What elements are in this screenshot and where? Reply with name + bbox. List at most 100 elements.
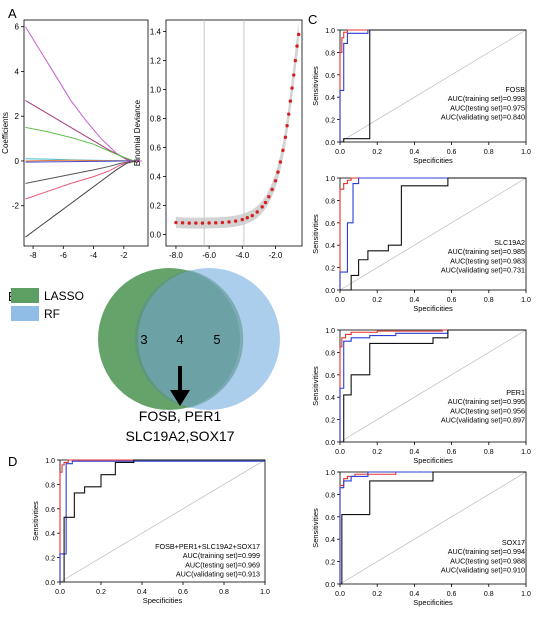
y-tick-label: 0.4 <box>45 531 55 538</box>
x-tick-label: 0.6 <box>447 591 457 598</box>
x-tick-label: -6 <box>60 251 68 260</box>
deviance-point-6 <box>214 221 218 225</box>
auc-annotation-1: AUC(training set)=0.994 <box>448 547 525 556</box>
deviance-point-5 <box>207 221 211 225</box>
y-tick-label: 0.4 <box>325 537 335 544</box>
auc-annotation-3: AUC(validating set)=0.897 <box>441 416 525 425</box>
deviance-point-21 <box>281 148 285 153</box>
deviance-point-28 <box>293 58 298 63</box>
y-tick-label: 0.2 <box>325 418 335 425</box>
reference-diagonal <box>339 29 527 143</box>
deviance-point-30 <box>296 32 301 37</box>
y-tick-label: 0 <box>15 157 20 166</box>
x-tick-label: -6.0 <box>202 251 216 260</box>
y-tick-label: 1.2 <box>150 57 162 66</box>
x-tick-label: 1.0 <box>521 297 531 304</box>
x-tick-label: 0.8 <box>484 591 494 598</box>
deviance-point-17 <box>270 187 274 192</box>
x-tick-label: 0.0 <box>55 589 65 596</box>
deviance-point-9 <box>233 219 238 223</box>
deviance-point-13 <box>255 210 259 214</box>
auc-annotation-2: AUC(testing set)=0.956 <box>450 406 525 415</box>
roc-curve-1 <box>339 177 526 290</box>
deviance-point-26 <box>290 86 294 90</box>
selected-genes: FOSB, PER1 SLC19A2,SOX17 <box>100 406 260 446</box>
deviance-point-25 <box>288 99 293 103</box>
roc-curve-1 <box>59 460 265 582</box>
x-axis-label: Specificities <box>413 156 453 165</box>
y-tick-label: 0.6 <box>325 515 335 522</box>
x-tick-label: 1.0 <box>521 149 531 156</box>
venn-overlap-count: 4 <box>176 332 183 347</box>
y-tick-label: 1.0 <box>45 458 55 465</box>
deviance-point-7 <box>220 220 225 225</box>
x-tick-label: 0.0 <box>335 149 345 156</box>
y-axis-label: Sensitivities <box>31 501 40 541</box>
y-tick-label: 0.2 <box>325 266 335 273</box>
roc-slc19a2-plot: 0.0 0.2 0.4 0.6 0.8 1.0 0.0 0.2 0.4 0.6 0.8 1.0 Spec… <box>311 176 531 313</box>
x-tick-label: 0.6 <box>447 297 457 304</box>
x-tick-label: 0.2 <box>372 297 382 304</box>
deviance-point-24 <box>287 112 291 116</box>
x-tick-label: 0.4 <box>410 449 420 456</box>
y-tick-label: 0.4 <box>325 395 335 402</box>
auc-annotation-2: AUC(testing set)=0.983 <box>450 256 525 265</box>
x-tick-label: 0.2 <box>96 589 106 596</box>
deviance-point-16 <box>267 195 271 199</box>
x-tick-label: 0.8 <box>484 449 494 456</box>
x-tick-label: 1.0 <box>521 591 531 598</box>
legend-swatch-lasso <box>11 288 39 303</box>
x-tick-label: 1.0 <box>521 449 531 456</box>
y-tick-label: 1.0 <box>325 28 335 35</box>
y-tick-label: 0.0 <box>325 140 335 147</box>
selected-genes-line-2: SLC19A2,SOX17 <box>125 428 235 444</box>
auc-annotation-0: FOSB+PER1+SLC19A2+SOX17 <box>155 542 260 551</box>
y-tick-label: 0.0 <box>150 230 162 239</box>
y-tick-label: 0.2 <box>325 118 335 125</box>
venn-overlap <box>134 270 244 408</box>
y-axis-label: Sensitivities <box>311 66 320 106</box>
deviance-point-23 <box>285 124 289 128</box>
auc-annotation-0: SOX17 <box>502 538 525 547</box>
auc-annotation-3: AUC(validating set)=0.913 <box>176 570 260 579</box>
deviance-point-29 <box>295 44 299 48</box>
roc-curve-0 <box>339 471 526 584</box>
venn-left-count: 3 <box>140 332 147 347</box>
y-tick-label: 0.4 <box>150 172 162 181</box>
auc-annotation-3: AUC(validating set)=0.840 <box>441 113 525 122</box>
y-tick-label: 0.8 <box>325 492 335 499</box>
y-tick-label: 0.8 <box>150 115 162 124</box>
coefficient-path-1 <box>25 100 139 162</box>
coefficient-path-8 <box>25 160 137 238</box>
y-tick-label: 1.0 <box>325 470 335 477</box>
roc-per1-plot: 0.0 0.2 0.4 0.6 0.8 1.0 0.0 0.2 0.4 0.6 0.8 1.0 Spec… <box>311 328 531 465</box>
x-tick-label: -2.0 <box>269 251 283 260</box>
y-tick-label: 1.0 <box>325 328 335 335</box>
x-tick-label: 0.8 <box>484 297 494 304</box>
panel-label-a: A <box>8 6 17 21</box>
x-tick-label: 0.8 <box>219 589 229 596</box>
deviance-point-18 <box>273 179 278 183</box>
binomial-deviance-plot: -8.0 -6.0 -4.0 -2.0 0.0 0.2 0.4 0.6 0.8 1.0 1.2 1.4… <box>133 19 303 260</box>
lasso-coefficient-plot: -8 -6 -4 -2 -2 0 2 4 6 Coefficients <box>1 19 149 260</box>
roc-curve-2 <box>340 329 526 443</box>
y-tick-label: 1.4 <box>150 28 162 37</box>
x-axis-label: Specificities <box>413 304 453 313</box>
x-tick-label: -2 <box>120 251 128 260</box>
y-tick-label: 0.4 <box>325 95 335 102</box>
venn-arrow-head <box>170 390 190 406</box>
panel-label-c: C <box>308 12 318 27</box>
reference-diagonal <box>339 471 527 585</box>
y-axis-label: Binomial Deviance <box>133 99 142 166</box>
y-tick-label: 0.0 <box>325 440 335 447</box>
y-tick-label: 0.6 <box>45 507 55 514</box>
x-axis-label: Specificities <box>413 598 453 607</box>
x-tick-label: 0.4 <box>137 589 147 596</box>
y-axis-label: Coefficients <box>1 112 10 154</box>
x-tick-label: 0.4 <box>410 297 420 304</box>
x-tick-label: -4 <box>90 251 98 260</box>
selected-genes-line-1: FOSB, PER1 <box>138 408 222 424</box>
deviance-point-8 <box>227 220 231 224</box>
auc-annotation-2: AUC(testing set)=0.969 <box>185 560 260 569</box>
x-tick-label: -8.0 <box>169 251 183 260</box>
